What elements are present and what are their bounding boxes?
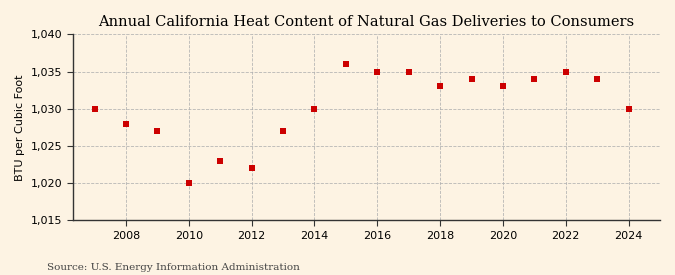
Point bbox=[372, 69, 383, 74]
Point bbox=[435, 84, 446, 89]
Point bbox=[215, 159, 225, 163]
Text: Source: U.S. Energy Information Administration: Source: U.S. Energy Information Administ… bbox=[47, 263, 300, 272]
Title: Annual California Heat Content of Natural Gas Deliveries to Consumers: Annual California Heat Content of Natura… bbox=[99, 15, 634, 29]
Point bbox=[89, 106, 100, 111]
Point bbox=[403, 69, 414, 74]
Point bbox=[246, 166, 257, 170]
Point bbox=[560, 69, 571, 74]
Point bbox=[623, 106, 634, 111]
Point bbox=[152, 129, 163, 133]
Y-axis label: BTU per Cubic Foot: BTU per Cubic Foot bbox=[15, 74, 25, 181]
Point bbox=[121, 122, 132, 126]
Point bbox=[497, 84, 508, 89]
Point bbox=[184, 181, 194, 185]
Point bbox=[309, 106, 320, 111]
Point bbox=[592, 77, 603, 81]
Point bbox=[529, 77, 540, 81]
Point bbox=[466, 77, 477, 81]
Point bbox=[277, 129, 288, 133]
Point bbox=[340, 62, 351, 66]
